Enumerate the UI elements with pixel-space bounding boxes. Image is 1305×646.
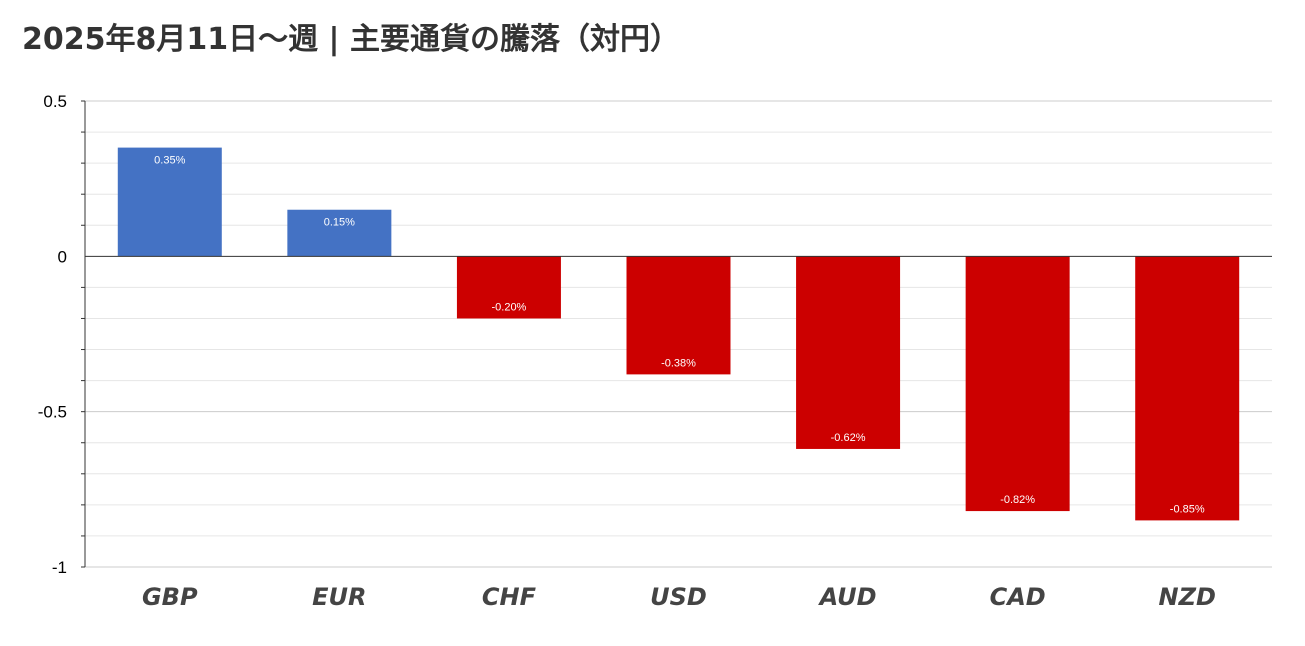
bar-nzd <box>1135 256 1240 521</box>
bars <box>117 147 1240 521</box>
y-tick-label: -0.5 <box>38 403 67 422</box>
x-tick-label-cad: CAD <box>990 583 1046 611</box>
x-tick-label-eur: EUR <box>312 583 366 611</box>
y-tick-label: -1 <box>52 558 67 577</box>
data-label-eur: 0.15% <box>324 217 355 229</box>
bar-aud <box>796 256 901 449</box>
x-tick-label-usd: USD <box>650 583 707 611</box>
labels: 0.5 0 -0.5 -1 0.35% GBP 0.15% EUR -0.20% CHF -0.38… <box>38 92 1272 611</box>
y-tick-label: 0.5 <box>43 92 67 111</box>
chart-title: 2025年8月11日～週 | 主要通貨の騰落（対円） <box>22 22 680 57</box>
bar-eur <box>287 209 392 257</box>
x-tick-label-aud: AUD <box>818 583 877 611</box>
bar-usd <box>626 256 731 375</box>
grid-lines <box>85 100 1272 568</box>
data-label-cad: -0.82% <box>1000 494 1035 506</box>
data-label-aud: -0.62% <box>831 432 866 444</box>
data-label-usd: -0.38% <box>661 357 696 369</box>
x-tick-label-gbp: GBP <box>142 583 198 611</box>
data-label-nzd: -0.85% <box>1170 503 1205 515</box>
bar-chf <box>456 256 561 319</box>
bar-gbp <box>117 147 222 257</box>
axes <box>81 100 86 568</box>
bar-cad <box>965 256 1070 512</box>
data-label-chf: -0.20% <box>491 301 526 313</box>
x-tick-label-chf: CHF <box>482 583 537 611</box>
y-tick-label: 0 <box>58 247 67 266</box>
data-label-gbp: 0.35% <box>154 155 185 167</box>
x-tick-label-nzd: NZD <box>1159 583 1216 611</box>
